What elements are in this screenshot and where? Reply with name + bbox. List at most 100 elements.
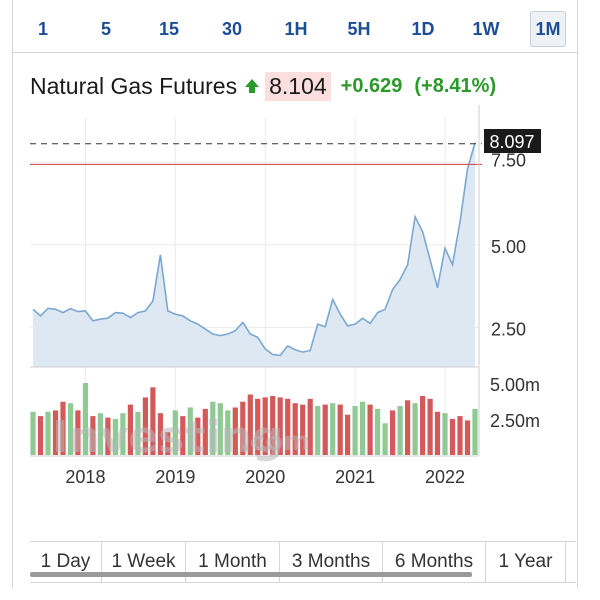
volume-bar — [37, 416, 44, 455]
volume-bar — [90, 416, 96, 455]
volume-bar — [67, 403, 74, 455]
volume-bar — [187, 407, 193, 455]
volume-bar — [367, 404, 373, 455]
interval-1d-button[interactable]: 1D — [411, 18, 435, 39]
range-1-month-button[interactable]: 1 Month — [186, 542, 280, 582]
volume-bar — [52, 410, 59, 455]
last-price: 8.104 — [265, 71, 331, 101]
volume-bar — [360, 401, 366, 455]
volume-bar — [165, 432, 171, 455]
volume-tick-label: 5.00m — [490, 375, 540, 395]
volume-bar — [300, 404, 306, 455]
price-line — [32, 142, 476, 357]
volume-bar — [240, 401, 246, 455]
y-tick-label: 7.50 — [491, 150, 526, 170]
volume-tick-label: 2.50m — [490, 411, 540, 431]
volume-bar — [464, 420, 471, 455]
volume-bar — [277, 397, 283, 455]
last-value-badge — [484, 129, 541, 153]
volume-bar — [270, 396, 276, 455]
volume-bar — [412, 403, 418, 455]
volume-bar — [150, 387, 156, 455]
volume-bar — [210, 401, 216, 455]
range-scrollbar[interactable] — [30, 572, 472, 577]
volume-bar — [30, 411, 36, 455]
volume-bar — [180, 416, 186, 455]
volume-bar — [307, 398, 313, 455]
volume-bar — [285, 398, 291, 455]
y-tick-label: 5.00 — [491, 237, 526, 257]
volume-bar — [449, 419, 456, 455]
volume-bar — [472, 408, 478, 455]
volume-bar — [157, 413, 163, 455]
volume-bar — [232, 407, 238, 455]
volume-bar — [405, 400, 411, 455]
volume-bar — [142, 397, 148, 455]
volume-bar — [255, 398, 261, 455]
price-change-percent: (+8.41%) — [414, 74, 497, 97]
volume-bar — [247, 394, 253, 455]
volume-bar — [442, 413, 448, 455]
volume-bar — [105, 417, 111, 455]
volume-bar — [217, 403, 223, 455]
volume-bar — [82, 383, 88, 455]
time-range-selector: 1 Day 1 Week 1 Month 3 Months 6 Months 1 Year — [30, 541, 576, 583]
x-tick-label: 2020 — [245, 467, 285, 487]
volume-bar — [262, 397, 268, 455]
volume-bar — [45, 411, 51, 455]
y-tick-label: 2.50 — [491, 319, 526, 339]
interval-30-button[interactable]: 30 — [221, 18, 243, 39]
volume-bar — [60, 401, 66, 455]
interval-5-button[interactable]: 5 — [100, 18, 111, 39]
x-tick-label: 2022 — [425, 467, 465, 487]
quote-header: Natural Gas Futures 8.104 +0.629 (+8.41%… — [30, 70, 496, 102]
x-tick-label: 2019 — [155, 467, 195, 487]
volume-bar — [457, 416, 463, 455]
price-change: +0.629 — [340, 74, 403, 97]
price-area-fill — [33, 142, 475, 367]
volume-bar — [112, 419, 118, 455]
interval-1-button[interactable]: 1 — [37, 18, 48, 39]
volume-bar — [330, 403, 336, 455]
range-6-months-button[interactable]: 6 Months — [383, 542, 486, 582]
volume-bar — [337, 404, 343, 455]
watermark-brand: Investing — [52, 412, 283, 463]
x-tick-label: 2018 — [65, 467, 105, 487]
arrow-up-icon — [245, 79, 260, 93]
volume-bar — [427, 398, 433, 455]
interval-1m-button[interactable]: 1M — [530, 11, 566, 47]
volume-bar — [202, 408, 208, 455]
volume-bar — [397, 406, 403, 455]
volume-bar — [97, 413, 103, 455]
volume-bar — [127, 404, 133, 455]
volume-bar — [352, 406, 358, 455]
x-tick-label: 2021 — [335, 467, 375, 487]
volume-bar — [434, 411, 441, 455]
range-1-day-button[interactable]: 1 Day — [30, 542, 102, 582]
volume-bar — [375, 408, 381, 455]
volume-bar — [390, 410, 396, 455]
watermark-suffix: .com — [240, 427, 310, 457]
chart-widget-frame — [12, 0, 578, 588]
volume-bar — [292, 403, 298, 455]
interval-15-button[interactable]: 15 — [158, 18, 180, 39]
interval-1w-button[interactable]: 1W — [472, 18, 500, 39]
volume-bar — [315, 406, 321, 455]
volume-bar — [420, 396, 426, 455]
volume-bar — [382, 423, 388, 455]
volume-bar — [172, 410, 178, 455]
range-3-months-button[interactable]: 3 Months — [280, 542, 383, 582]
range-1-week-button[interactable]: 1 Week — [102, 542, 186, 582]
interval-toolbar: 1 5 15 30 1H 5H 1D 1W 1M — [12, 0, 577, 53]
volume-bar — [75, 410, 81, 455]
volume-bar — [195, 417, 201, 455]
volume-bar — [135, 411, 141, 455]
volume-bar — [322, 404, 328, 455]
volume-bar — [225, 410, 231, 455]
interval-5h-button[interactable]: 5H — [347, 18, 371, 39]
last-value-label: 8.097 — [489, 132, 534, 152]
interval-1h-button[interactable]: 1H — [284, 18, 308, 39]
volume-bar — [345, 414, 351, 455]
range-1-year-button[interactable]: 1 Year — [486, 542, 566, 582]
